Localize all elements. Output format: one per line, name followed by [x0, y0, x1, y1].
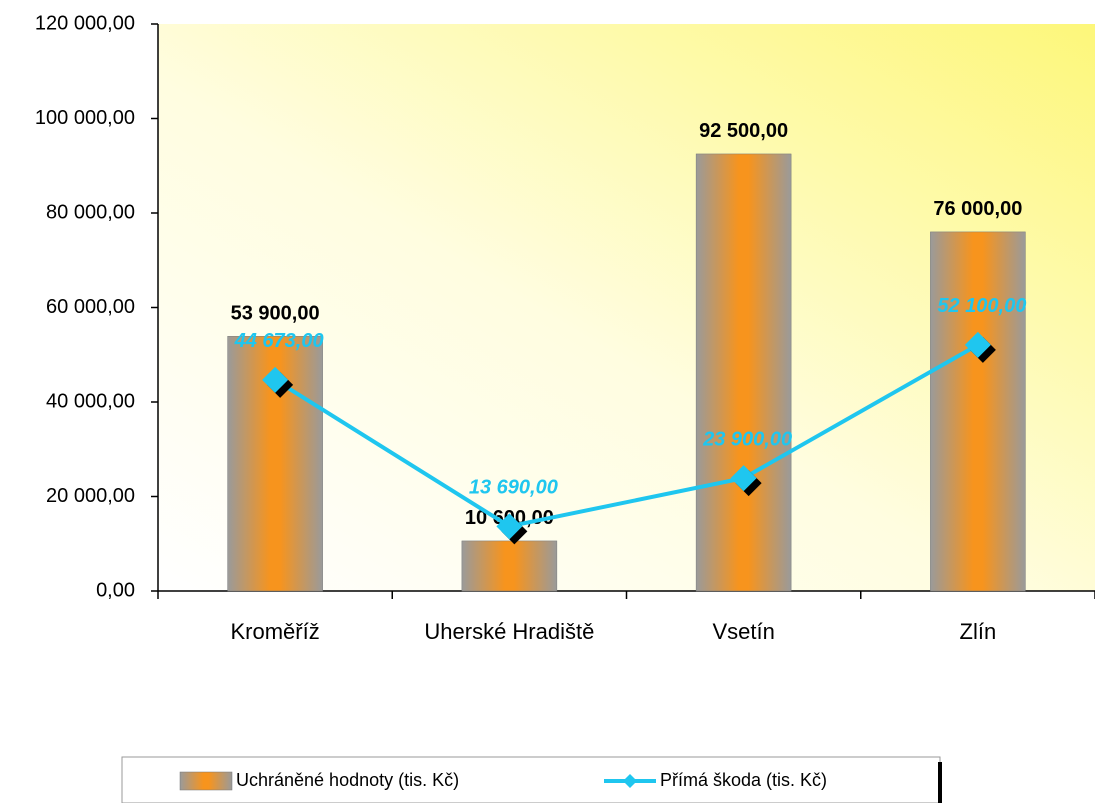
legend-marker — [623, 774, 637, 788]
x-tick-label: Kroměříž — [231, 619, 320, 644]
legend-label: Přímá škoda (tis. Kč) — [660, 770, 827, 790]
y-tick-label: 20 000,00 — [46, 485, 135, 507]
bar-value-label: 76 000,00 — [933, 198, 1022, 220]
legend-swatch — [179, 771, 233, 791]
y-tick-label: 120 000,00 — [35, 12, 135, 34]
line-value-label: 23 900,00 — [702, 428, 792, 450]
y-tick-label: 0,00 — [96, 579, 135, 601]
marker — [964, 331, 991, 358]
legend-label: Uchráněné hodnoty (tis. Kč) — [236, 770, 459, 790]
y-tick-label: 40 000,00 — [46, 390, 135, 412]
marker — [262, 366, 289, 393]
y-tick-label: 100 000,00 — [35, 107, 135, 129]
line-value-label: 13 690,00 — [469, 477, 558, 499]
y-tick-label: 80 000,00 — [46, 201, 135, 223]
x-tick-label: Zlín — [960, 619, 997, 644]
x-tick-label: Vsetín — [712, 619, 774, 644]
bar — [930, 231, 1026, 592]
y-tick-label: 60 000,00 — [46, 296, 135, 318]
bar — [227, 336, 323, 592]
legend-box — [121, 756, 941, 803]
marker — [496, 513, 523, 540]
line-value-label: 44 673,00 — [234, 330, 324, 352]
x-tick-label: Uherské Hradiště — [424, 619, 594, 644]
line-value-label: 52 100,00 — [937, 295, 1026, 317]
marker — [730, 465, 757, 492]
bar — [695, 153, 792, 592]
bar-value-label: 53 900,00 — [231, 303, 320, 325]
bar-value-label: 92 500,00 — [699, 120, 788, 142]
line — [274, 343, 979, 529]
bar — [461, 540, 558, 592]
